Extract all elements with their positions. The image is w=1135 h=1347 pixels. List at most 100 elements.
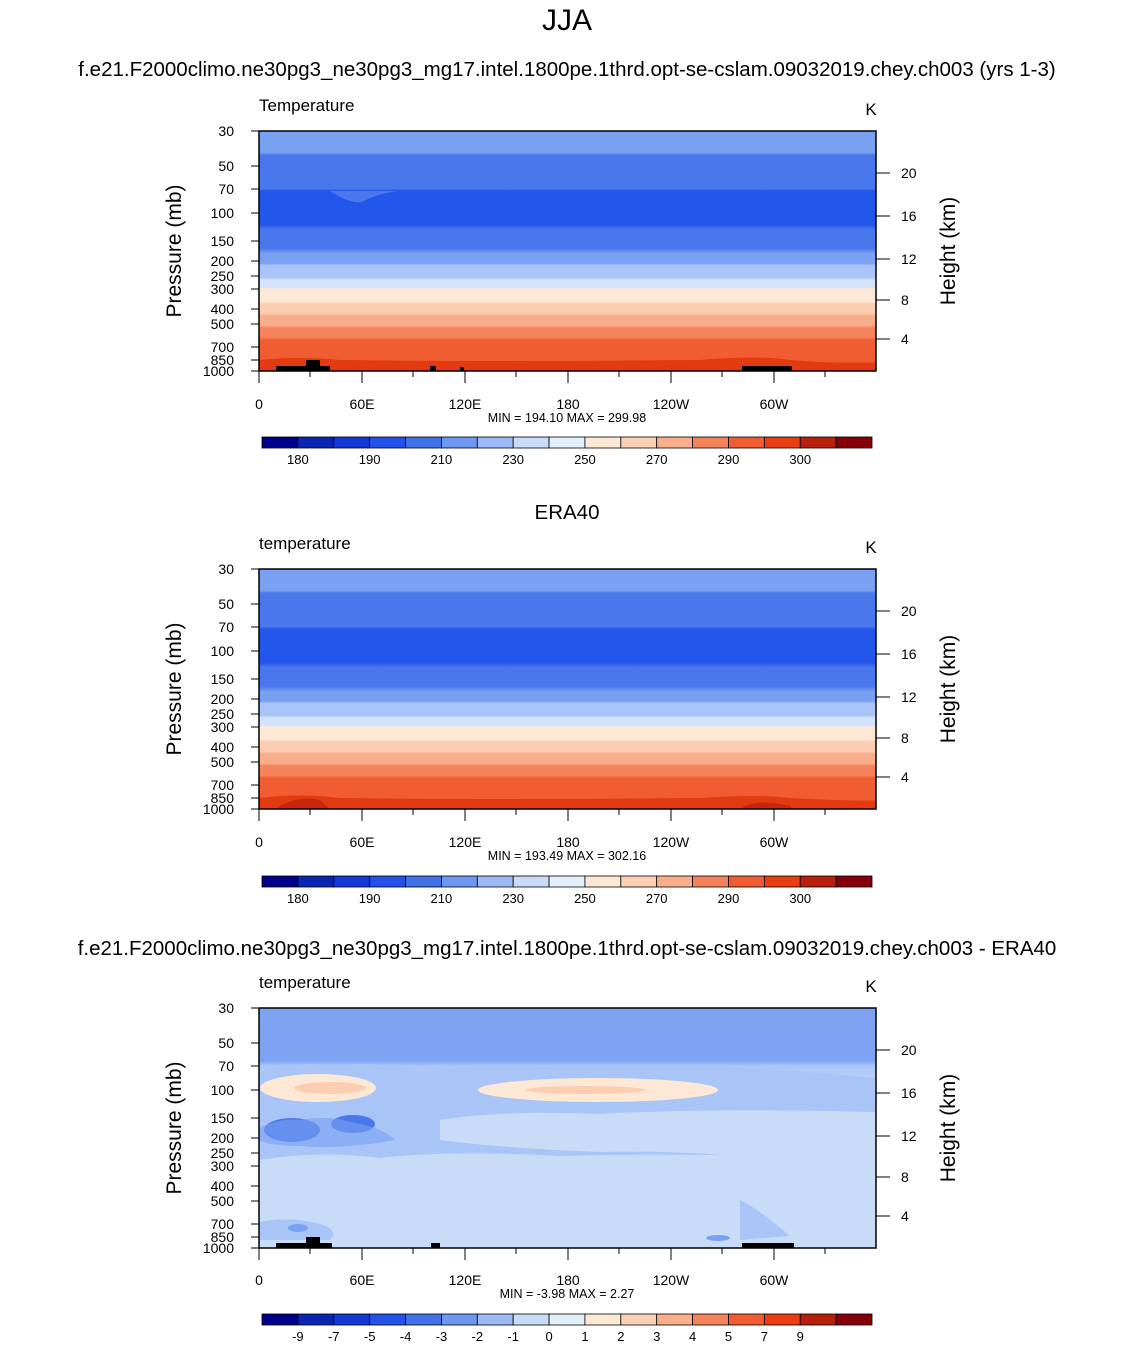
panel-heading: f.e21.F2000climo.ne30pg3_ne30pg3_mg17.in…	[78, 937, 1057, 960]
x-tick-label: 120E	[449, 396, 482, 412]
y-tick-label: 100	[211, 205, 235, 221]
contour-field	[259, 131, 876, 371]
colorbar-swatch	[441, 875, 478, 888]
y-tick-label: 150	[211, 233, 235, 249]
y-tick-label: 700	[211, 777, 235, 793]
y-tick-label: 50	[218, 1035, 234, 1051]
y-tick-label: 700	[211, 339, 235, 355]
colorbar-swatch	[441, 1313, 478, 1326]
colorbar-swatch	[512, 1313, 550, 1326]
y-tick-label: 50	[218, 596, 234, 612]
colorbar-label: 210	[431, 891, 453, 906]
y-tick-label: 500	[211, 1193, 235, 1209]
y-axis-right-title: Height (km)	[937, 635, 960, 744]
colorbar-label: -9	[292, 1329, 304, 1344]
colorbar-swatch	[476, 1313, 514, 1326]
colorbar-label: 230	[502, 452, 524, 467]
y-tick-label: 150	[211, 1110, 235, 1126]
variable-label: temperature	[259, 973, 351, 992]
y-tick-label: 150	[211, 671, 235, 687]
y-tick-label: 1000	[203, 1240, 234, 1256]
colorbar-label: 180	[287, 452, 309, 467]
colorbar-label: 4	[689, 1329, 696, 1344]
colorbar-swatch	[763, 436, 801, 449]
colorbar-swatch	[297, 875, 335, 888]
colorbar-label: 250	[574, 891, 596, 906]
y-tick-label: 250	[211, 1145, 235, 1161]
panel-difference: f.e21.F2000climo.ne30pg3_ne30pg3_mg17.in…	[78, 937, 1057, 1344]
y-tick-label: 1000	[203, 801, 234, 817]
colorbar-swatch	[835, 875, 873, 888]
colorbar-swatch	[728, 436, 765, 449]
colorbar-swatch	[763, 1313, 801, 1326]
colorbar-swatch	[620, 875, 658, 888]
x-tick-label: 120W	[653, 834, 690, 850]
panel-heading: f.e21.F2000climo.ne30pg3_ne30pg3_mg17.in…	[78, 58, 1055, 81]
x-tick-label: 120W	[653, 396, 690, 412]
colorbar-swatch	[656, 436, 693, 449]
y-tick-label: 100	[211, 1082, 235, 1098]
min-max-stats: MIN = 193.49 MAX = 302.16	[488, 849, 646, 863]
y-axis-left: 30 50 70 100 150 200 250 300 400 500 700…	[203, 1000, 259, 1256]
colorbar: 180 190 210 230 250 270 290 300	[261, 436, 873, 467]
colorbar-swatch	[297, 1313, 335, 1326]
height-tick-label: 20	[901, 603, 917, 619]
colorbar-swatch	[548, 436, 586, 449]
y-axis-right-title: Height (km)	[937, 1074, 960, 1183]
y-axis-left: 30 50 70 100 150 200 250 300 400 500 700…	[203, 123, 259, 379]
colorbar-swatch	[369, 436, 406, 449]
y-axis-title: Pressure (mb)	[163, 184, 186, 317]
colorbar-label: 9	[797, 1329, 804, 1344]
y-axis-title: Pressure (mb)	[163, 622, 186, 755]
x-tick-label: 0	[255, 1272, 263, 1288]
units-label: K	[865, 538, 877, 557]
y-tick-label: 30	[218, 561, 234, 577]
y-tick-label: 850	[211, 790, 235, 806]
colorbar-swatch	[728, 875, 765, 888]
height-tick-label: 8	[901, 292, 909, 308]
colorbar-label: 5	[725, 1329, 732, 1344]
colorbar-swatch	[584, 1313, 622, 1326]
colorbar-swatch	[333, 875, 371, 888]
colorbar-label: 210	[431, 452, 453, 467]
y-axis-title: Pressure (mb)	[163, 1061, 186, 1194]
y-axis-right: 20 16 12 8 4	[876, 165, 917, 347]
height-tick-label: 20	[901, 1042, 917, 1058]
colorbar-swatch	[584, 875, 622, 888]
x-tick-label: 0	[255, 396, 263, 412]
y-tick-label: 850	[211, 1229, 235, 1245]
colorbar-swatch	[405, 1313, 442, 1326]
y-tick-label: 400	[211, 301, 235, 317]
colorbar-swatch	[835, 1313, 873, 1326]
colorbar-label: 270	[646, 891, 668, 906]
panel-reference: ERA40 temperature K 30 50 70	[163, 501, 960, 906]
colorbar-swatch	[620, 1313, 658, 1326]
contour-field	[259, 569, 876, 809]
colorbar-label: 3	[653, 1329, 660, 1344]
x-tick-label: 180	[556, 1272, 580, 1288]
y-tick-label: 30	[218, 1000, 234, 1016]
y-tick-label: 850	[211, 352, 235, 368]
x-tick-label: 60E	[350, 834, 375, 850]
x-tick-label: 0	[255, 834, 263, 850]
height-tick-label: 12	[901, 251, 917, 267]
colorbar-label: -4	[400, 1329, 412, 1344]
y-tick-label: 70	[218, 619, 234, 635]
colorbar-swatch	[799, 436, 837, 449]
colorbar-swatch	[261, 875, 299, 888]
colorbar-label: 230	[502, 891, 524, 906]
x-tick-label: 60W	[760, 834, 790, 850]
colorbar-swatch	[620, 436, 658, 449]
colorbar-swatch	[656, 875, 693, 888]
x-tick-label: 120W	[653, 1272, 690, 1288]
y-tick-label: 50	[218, 158, 234, 174]
colorbar-label: 1	[581, 1329, 588, 1344]
panel-heading: ERA40	[535, 501, 600, 524]
colorbar-label: 190	[359, 891, 381, 906]
x-axis: 0 60E 120E 180 120W 60W	[255, 1248, 826, 1288]
colorbar-swatch	[405, 436, 442, 449]
height-tick-label: 12	[901, 689, 917, 705]
y-tick-label: 500	[211, 754, 235, 770]
colorbar-swatch	[261, 436, 299, 449]
x-tick-label: 60W	[760, 396, 790, 412]
